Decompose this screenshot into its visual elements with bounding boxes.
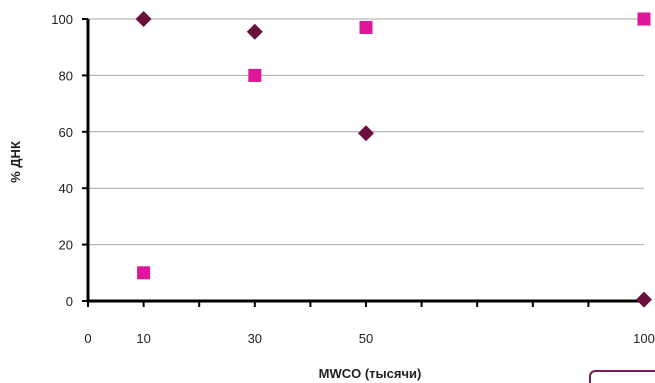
y-tick-label-80: 80 bbox=[59, 68, 73, 83]
x-tick-label-50: 50 bbox=[359, 331, 373, 346]
y-axis-tick-labels: 0 20 40 60 80 100 bbox=[51, 12, 73, 309]
y-tick-label-60: 60 bbox=[59, 125, 73, 140]
axes bbox=[82, 18, 648, 307]
series-2-square-point-4 bbox=[637, 12, 651, 26]
y-tick-label-20: 20 bbox=[59, 238, 73, 253]
series-2-square-point-1 bbox=[137, 266, 151, 280]
y-tick-label-100: 100 bbox=[51, 12, 73, 27]
series-1-diamond-point-1 bbox=[135, 11, 152, 27]
series-2-square-point-3 bbox=[359, 20, 373, 34]
y-axis-title: % ДНК bbox=[8, 141, 23, 183]
y-tick-label-40: 40 bbox=[59, 181, 73, 196]
x-tick-label-100: 100 bbox=[633, 331, 655, 346]
series-1-diamond-point-2 bbox=[246, 23, 263, 40]
series-1-diamond-point-4 bbox=[636, 291, 652, 308]
y-tick-label-0: 0 bbox=[66, 294, 73, 309]
x-tick-label-0: 0 bbox=[84, 331, 91, 346]
x-tick-label-10: 10 bbox=[136, 331, 150, 346]
x-axis-tick-labels: 0 10 30 50 100 bbox=[84, 331, 654, 346]
corner-outline-decoration bbox=[589, 370, 655, 383]
series-1-diamond-point-3 bbox=[358, 125, 374, 142]
series-2-square-point-2 bbox=[248, 68, 262, 82]
data-series bbox=[135, 11, 652, 308]
x-axis-title: MWCO (тысячи) bbox=[319, 366, 422, 381]
x-tick-label-30: 30 bbox=[248, 331, 262, 346]
